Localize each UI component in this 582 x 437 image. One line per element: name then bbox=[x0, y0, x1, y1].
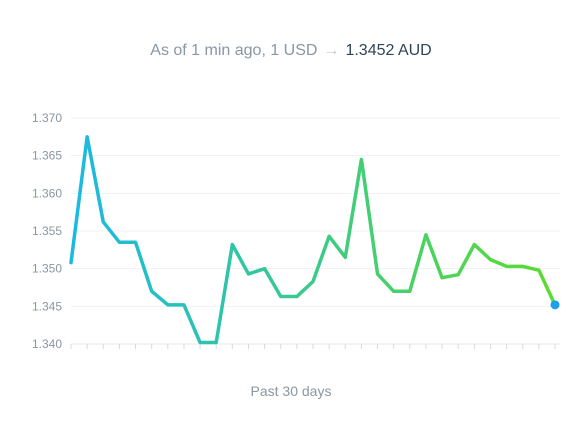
y-tick-label: 1.345 bbox=[32, 299, 62, 313]
y-tick-label: 1.370 bbox=[32, 111, 62, 125]
y-tick-label: 1.365 bbox=[32, 149, 62, 163]
y-tick-label: 1.340 bbox=[32, 337, 62, 351]
grid bbox=[71, 117, 560, 345]
rate-prefix: As of 1 min ago, 1 USD bbox=[150, 42, 318, 59]
y-tick-label: 1.360 bbox=[32, 186, 62, 200]
rate-value: 1.3452 AUD bbox=[345, 42, 432, 59]
x-axis bbox=[70, 344, 556, 349]
latest-rate-point[interactable] bbox=[550, 300, 560, 310]
arrow-right-icon: → bbox=[323, 42, 340, 59]
rate-series-line bbox=[69, 135, 557, 345]
y-tick-label: 1.355 bbox=[32, 224, 62, 238]
x-axis-label: Past 30 days bbox=[250, 383, 332, 399]
series bbox=[69, 135, 560, 345]
rate-summary: As of 1 min ago, 1 USD → 1.3452 AUD bbox=[0, 42, 582, 60]
y-tick-label: 1.350 bbox=[32, 262, 62, 276]
y-axis: 1.370 1.365 1.360 1.355 1.350 1.345 1.340 bbox=[32, 111, 62, 351]
